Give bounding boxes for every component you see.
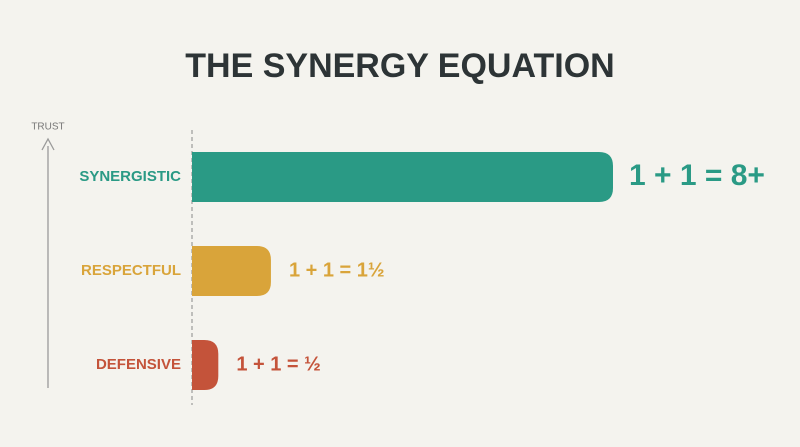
value-label: 1 + 1 = 1½ [289,259,385,281]
axis-arrow [41,137,55,151]
bar [192,340,219,390]
category-label: RESPECTFUL [81,262,181,279]
value-label: 1 + 1 = ½ [236,353,321,375]
bar [192,152,613,202]
category-label: SYNERGISTIC [79,168,181,185]
category-label: DEFENSIVE [96,356,181,373]
chart-title: THE SYNERGY EQUATION [185,47,614,85]
value-label: 1 + 1 = 8+ [629,159,765,192]
bar [192,246,271,296]
y-axis-label: TRUST [31,122,64,133]
